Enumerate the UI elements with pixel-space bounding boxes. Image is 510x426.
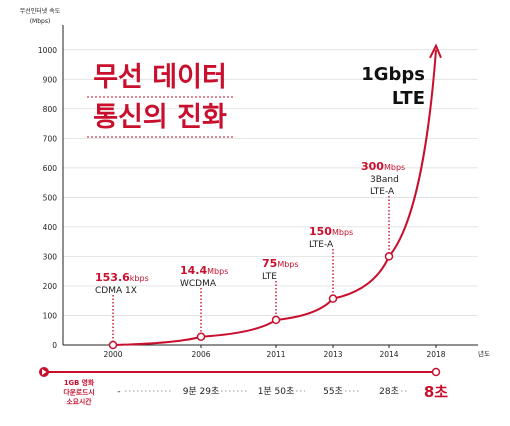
x-tick-label-2006: 2006 [191, 350, 210, 359]
y-axis-label: 무선인터넷 속도 [20, 7, 61, 15]
value-label-2006: 14.4Mbps [180, 264, 228, 277]
tech-label-2018: LTE [392, 88, 425, 109]
title-line-2: 통신의 진화 [93, 102, 227, 133]
download-time-2013: 55초 [323, 386, 343, 397]
download-time-2014: 28초 [379, 386, 399, 397]
download-row-label-0: 1GB 영화 [64, 378, 95, 387]
value-label-2000: 153.6kbps [95, 271, 149, 284]
x-axis-label: 년도 [478, 349, 490, 358]
tech-label-2014: 3Band [370, 175, 399, 185]
tech-label-2013: LTE-A [309, 240, 334, 250]
value-label-2018: 1Gbps [361, 64, 425, 85]
download-row-end [431, 367, 441, 377]
y-tick-label-700: 700 [43, 134, 58, 143]
x-tick-label-2013: 2013 [323, 350, 342, 359]
download-time-2006: 9분 29초 [183, 386, 220, 397]
tech-label-2014-1: LTE-A [370, 187, 395, 197]
y-axis-unit: (Mbps) [30, 18, 51, 25]
y-tick-label-600: 600 [43, 164, 58, 173]
gridlines [63, 49, 478, 316]
download-time-2018: 8초 [424, 383, 448, 401]
arrow-head [429, 43, 442, 59]
point-labels: 153.6kbps CDMA 1X 14.4Mbps WCDMA 75Mbps LTE 15… [95, 64, 425, 341]
data-point-2000 [108, 340, 118, 350]
data-point-2014 [384, 252, 394, 261]
download-time-2011: 1분 50초 [258, 386, 295, 397]
y-tick-label-500: 500 [43, 193, 58, 202]
y-tick-label-200: 200 [43, 282, 58, 291]
y-tick-label-900: 900 [43, 75, 58, 84]
axes: 0 100 200 300 400 500 600 700 800 900 1000 무선인터넷 속도… [20, 7, 490, 359]
download-row-label-1: 다운로드시 [63, 388, 94, 397]
value-label-2014: 300Mbps [361, 160, 405, 173]
speed-curve [108, 43, 442, 350]
title-line-1: 무선 데이터 [93, 62, 227, 93]
y-tick-label-400: 400 [43, 223, 58, 232]
download-time-2000: - [117, 387, 120, 397]
y-tick-label-0: 0 [52, 341, 57, 350]
x-tick-label-2000: 2000 [103, 350, 122, 359]
tech-label-2000: CDMA 1X [95, 286, 137, 296]
x-tick-label-2011: 2011 [266, 350, 285, 359]
tech-label-2006: WCDMA [180, 279, 217, 289]
y-tick-label-300: 300 [43, 252, 58, 261]
y-tick-label-800: 800 [43, 105, 58, 114]
play-icon [42, 369, 47, 375]
data-point-2011 [271, 315, 281, 325]
value-label-2013: 150Mbps [309, 225, 353, 238]
value-label-2011: 75Mbps [262, 257, 299, 270]
y-tick-label-1000: 1000 [38, 46, 57, 55]
data-point-2006 [196, 332, 206, 341]
x-tick-label-2014: 2014 [379, 350, 398, 359]
x-tick-label-2018: 2018 [426, 350, 445, 359]
tech-label-2011: LTE [262, 272, 277, 282]
download-row-label-2: 소요시간 [66, 397, 92, 406]
y-tick-label-100: 100 [43, 311, 58, 320]
data-point-2013 [328, 294, 338, 303]
